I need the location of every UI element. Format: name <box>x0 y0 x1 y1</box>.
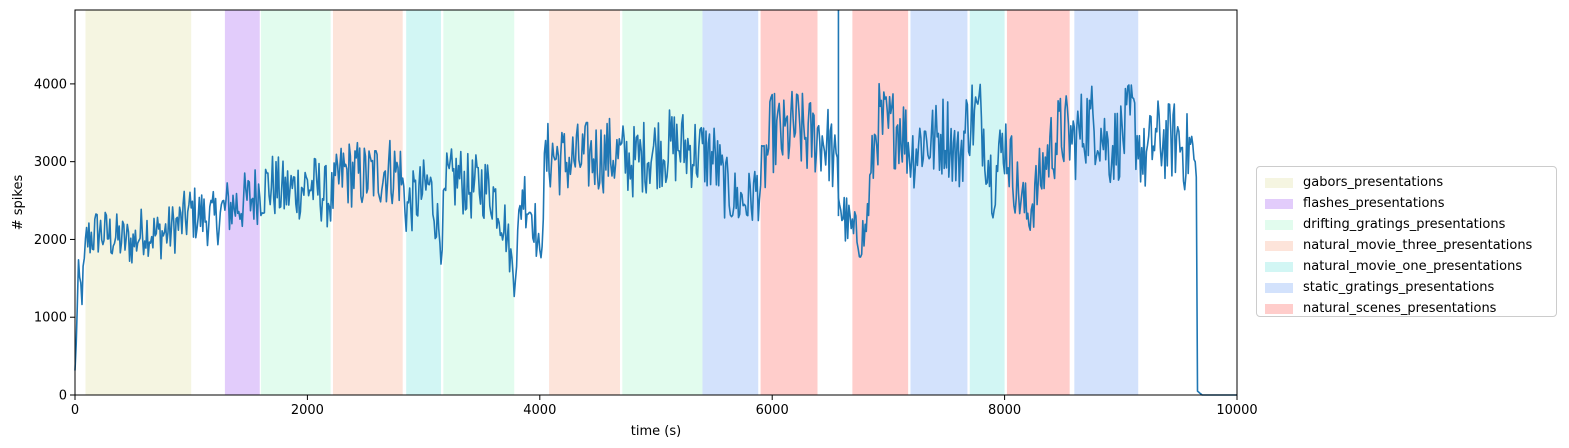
legend-swatch <box>1265 282 1293 293</box>
x-tick-label: 4000 <box>523 403 556 418</box>
legend-label: static_gratings_presentations <box>1303 280 1495 295</box>
legend-item: natural_movie_one_presentations <box>1265 256 1548 277</box>
x-tick-label: 2000 <box>291 403 324 418</box>
legend-swatch <box>1265 219 1293 230</box>
x-axis-label: time (s) <box>631 424 681 439</box>
legend-label: natural_movie_three_presentations <box>1303 238 1533 253</box>
legend: gabors_presentations flashes_presentation… <box>1256 166 1557 317</box>
legend-item: gabors_presentations <box>1265 172 1548 193</box>
stimulus-block-natural-movie-three-presentations <box>549 10 620 395</box>
y-axis-label: # spikes <box>11 175 26 231</box>
legend-label: natural_scenes_presentations <box>1303 301 1497 316</box>
y-tick-label: 1000 <box>34 311 67 326</box>
legend-item: static_gratings_presentations <box>1265 277 1548 298</box>
legend-item: natural_movie_three_presentations <box>1265 235 1548 256</box>
x-tick-label: 0 <box>71 403 79 418</box>
legend-item: flashes_presentations <box>1265 193 1548 214</box>
y-tick-label: 4000 <box>34 77 67 92</box>
legend-label: drifting_gratings_presentations <box>1303 217 1506 232</box>
x-tick-label: 10000 <box>1216 403 1257 418</box>
legend-item: drifting_gratings_presentations <box>1265 214 1548 235</box>
axis-ticks: 0 2000 4000 6000 8000 10000 0 1000 2000 3000 4000 <box>34 77 1258 418</box>
stimulus-block-static-gratings-presentations <box>910 10 968 395</box>
y-tick-label: 2000 <box>34 233 67 248</box>
stimulus-block-static-gratings-presentations <box>702 10 759 395</box>
spike-count-line <box>74 82 1237 396</box>
stimulus-block-natural-scenes-presentations <box>1006 10 1070 395</box>
y-tick-label: 0 <box>59 389 67 404</box>
legend-swatch <box>1265 177 1293 188</box>
y-tick-label: 3000 <box>34 155 67 170</box>
legend-label: gabors_presentations <box>1303 175 1444 190</box>
plot-series <box>74 10 1237 396</box>
stimulus-block-gabors-presentations <box>85 10 192 395</box>
legend-swatch <box>1265 198 1293 209</box>
stimulus-block-natural-movie-one-presentations <box>406 10 442 395</box>
plot-frame <box>74 9 1238 396</box>
stimulus-block-natural-scenes-presentations <box>852 10 909 395</box>
stimulus-block-natural-scenes-presentations <box>760 10 818 395</box>
legend-swatch <box>1265 240 1293 251</box>
x-tick-label: 8000 <box>988 403 1021 418</box>
legend-label: natural_movie_one_presentations <box>1303 259 1523 274</box>
stimulus-block-drifting-gratings-presentations <box>622 10 703 395</box>
stimulus-block-static-gratings-presentations <box>1074 10 1139 395</box>
legend-swatch <box>1265 303 1293 314</box>
legend-item: natural_scenes_presentations <box>1265 298 1548 319</box>
x-tick-label: 6000 <box>756 403 789 418</box>
legend-label: flashes_presentations <box>1303 196 1445 211</box>
legend-swatch <box>1265 261 1293 272</box>
stimulus-block-natural-movie-one-presentations <box>969 10 1005 395</box>
stimulus-block-natural-movie-three-presentations <box>332 10 403 395</box>
stimulus-block-drifting-gratings-presentations <box>443 10 515 395</box>
